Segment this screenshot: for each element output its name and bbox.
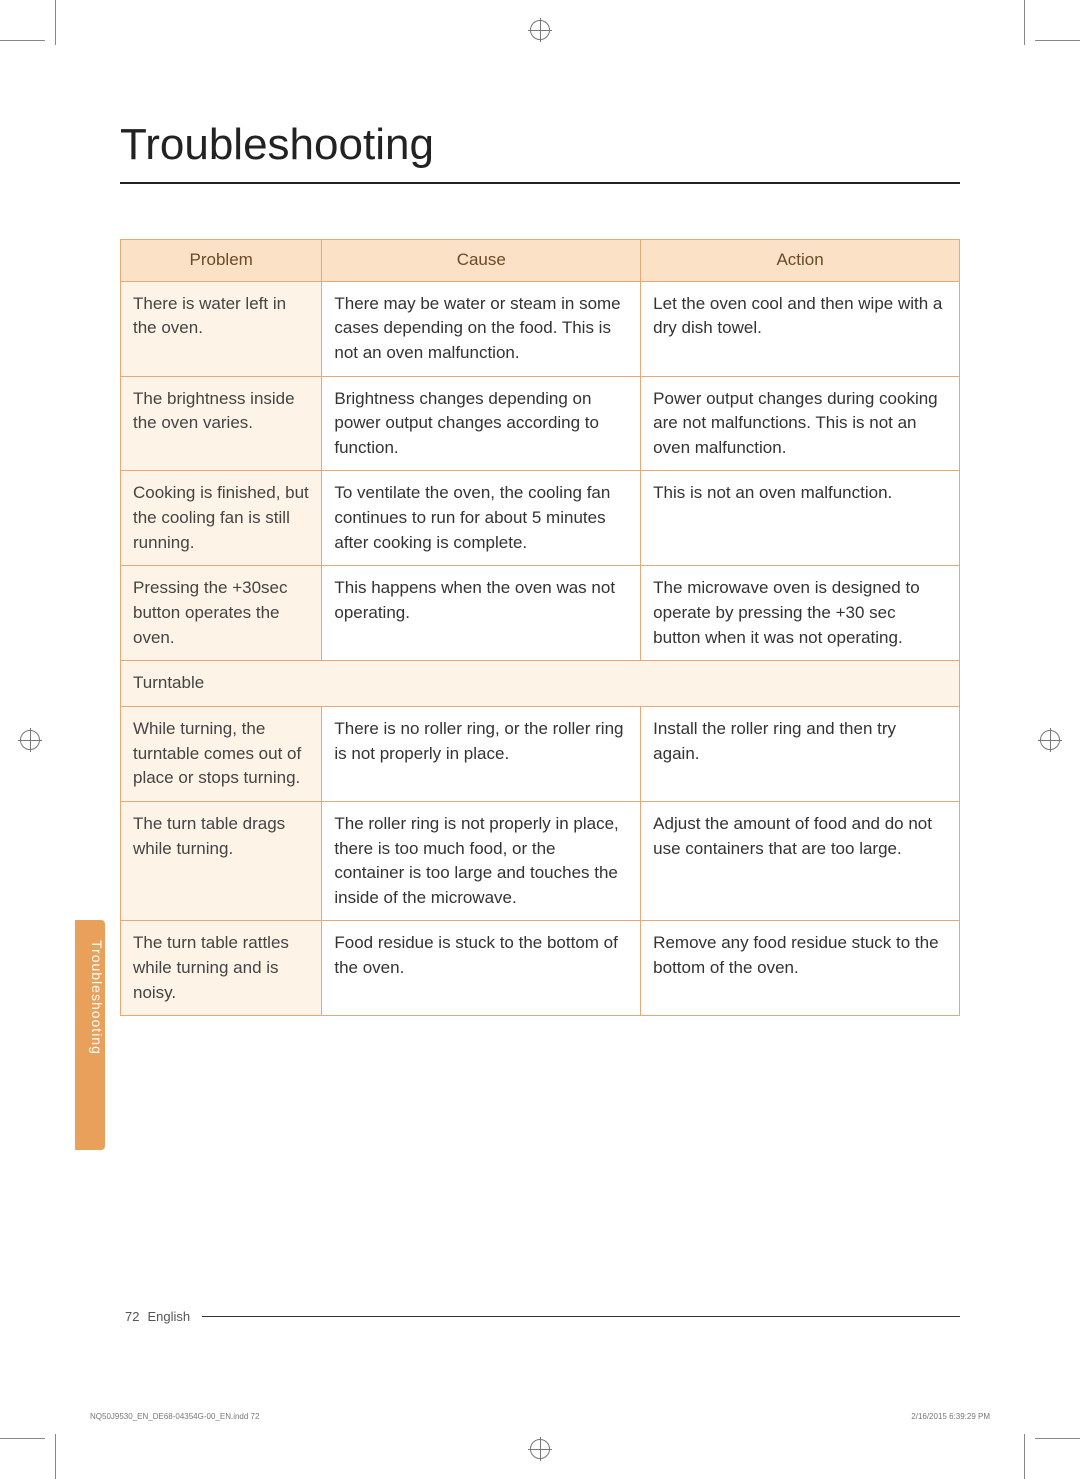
crop-mark: [1035, 40, 1080, 41]
crop-mark: [0, 40, 45, 41]
cell-action: Install the roller ring and then try aga…: [641, 706, 960, 801]
cell-cause: The roller ring is not properly in place…: [322, 801, 641, 921]
cell-problem: While turning, the turntable comes out o…: [121, 706, 322, 801]
cell-action: Power output changes during cooking are …: [641, 376, 960, 471]
table-row: The turn table rattles while turning and…: [121, 921, 960, 1016]
table-row: While turning, the turntable comes out o…: [121, 706, 960, 801]
page-language: English: [147, 1309, 190, 1324]
table-header-row: Problem Cause Action: [121, 240, 960, 282]
cell-action: The microwave oven is designed to operat…: [641, 566, 960, 661]
table-row: The brightness inside the oven varies. B…: [121, 376, 960, 471]
cell-action: This is not an oven malfunction.: [641, 471, 960, 566]
cell-problem: The turn table drags while turning.: [121, 801, 322, 921]
cell-cause: Food residue is stuck to the bottom of t…: [322, 921, 641, 1016]
crop-mark: [0, 1438, 45, 1439]
cell-action: Let the oven cool and then wipe with a d…: [641, 281, 960, 376]
cell-problem: There is water left in the oven.: [121, 281, 322, 376]
cell-cause: There may be water or steam in some case…: [322, 281, 641, 376]
cell-cause: There is no roller ring, or the roller r…: [322, 706, 641, 801]
col-header-problem: Problem: [121, 240, 322, 282]
cell-cause: This happens when the oven was not opera…: [322, 566, 641, 661]
page-title: Troubleshooting: [120, 120, 960, 170]
col-header-action: Action: [641, 240, 960, 282]
registration-mark-icon: [530, 1439, 550, 1459]
table-row: There is water left in the oven. There m…: [121, 281, 960, 376]
cell-cause: To ventilate the oven, the cooling fan c…: [322, 471, 641, 566]
cell-problem: Pressing the +30sec button operates the …: [121, 566, 322, 661]
crop-mark: [55, 1434, 56, 1479]
crop-mark: [1024, 0, 1025, 45]
print-timestamp: 2/16/2015 6:39:29 PM: [911, 1412, 990, 1421]
cell-action: Adjust the amount of food and do not use…: [641, 801, 960, 921]
table-row: Pressing the +30sec button operates the …: [121, 566, 960, 661]
footer-rule: [202, 1316, 960, 1317]
crop-mark: [1024, 1434, 1025, 1479]
cell-problem: Cooking is finished, but the cooling fan…: [121, 471, 322, 566]
title-rule: [120, 182, 960, 184]
section-label: Turntable: [121, 661, 960, 707]
cell-action: Remove any food residue stuck to the bot…: [641, 921, 960, 1016]
col-header-cause: Cause: [322, 240, 641, 282]
cell-problem: The brightness inside the oven varies.: [121, 376, 322, 471]
registration-mark-icon: [530, 20, 550, 40]
table-row: Cooking is finished, but the cooling fan…: [121, 471, 960, 566]
side-tab-label: Troubleshooting: [75, 940, 105, 1055]
cell-problem: The turn table rattles while turning and…: [121, 921, 322, 1016]
registration-mark-icon: [20, 730, 40, 750]
table-section-row: Turntable: [121, 661, 960, 707]
page-content: Troubleshooting Problem Cause Action The…: [0, 0, 1080, 1016]
print-filename: NQ50J9530_EN_DE68-04354G-00_EN.indd 72: [90, 1412, 259, 1421]
table-row: The turn table drags while turning. The …: [121, 801, 960, 921]
crop-mark: [55, 0, 56, 45]
cell-cause: Brightness changes depending on power ou…: [322, 376, 641, 471]
page-number: 72: [125, 1309, 139, 1324]
registration-mark-icon: [1040, 730, 1060, 750]
page-footer: 72 English: [125, 1309, 960, 1324]
troubleshooting-table: Problem Cause Action There is water left…: [120, 239, 960, 1016]
crop-mark: [1035, 1438, 1080, 1439]
